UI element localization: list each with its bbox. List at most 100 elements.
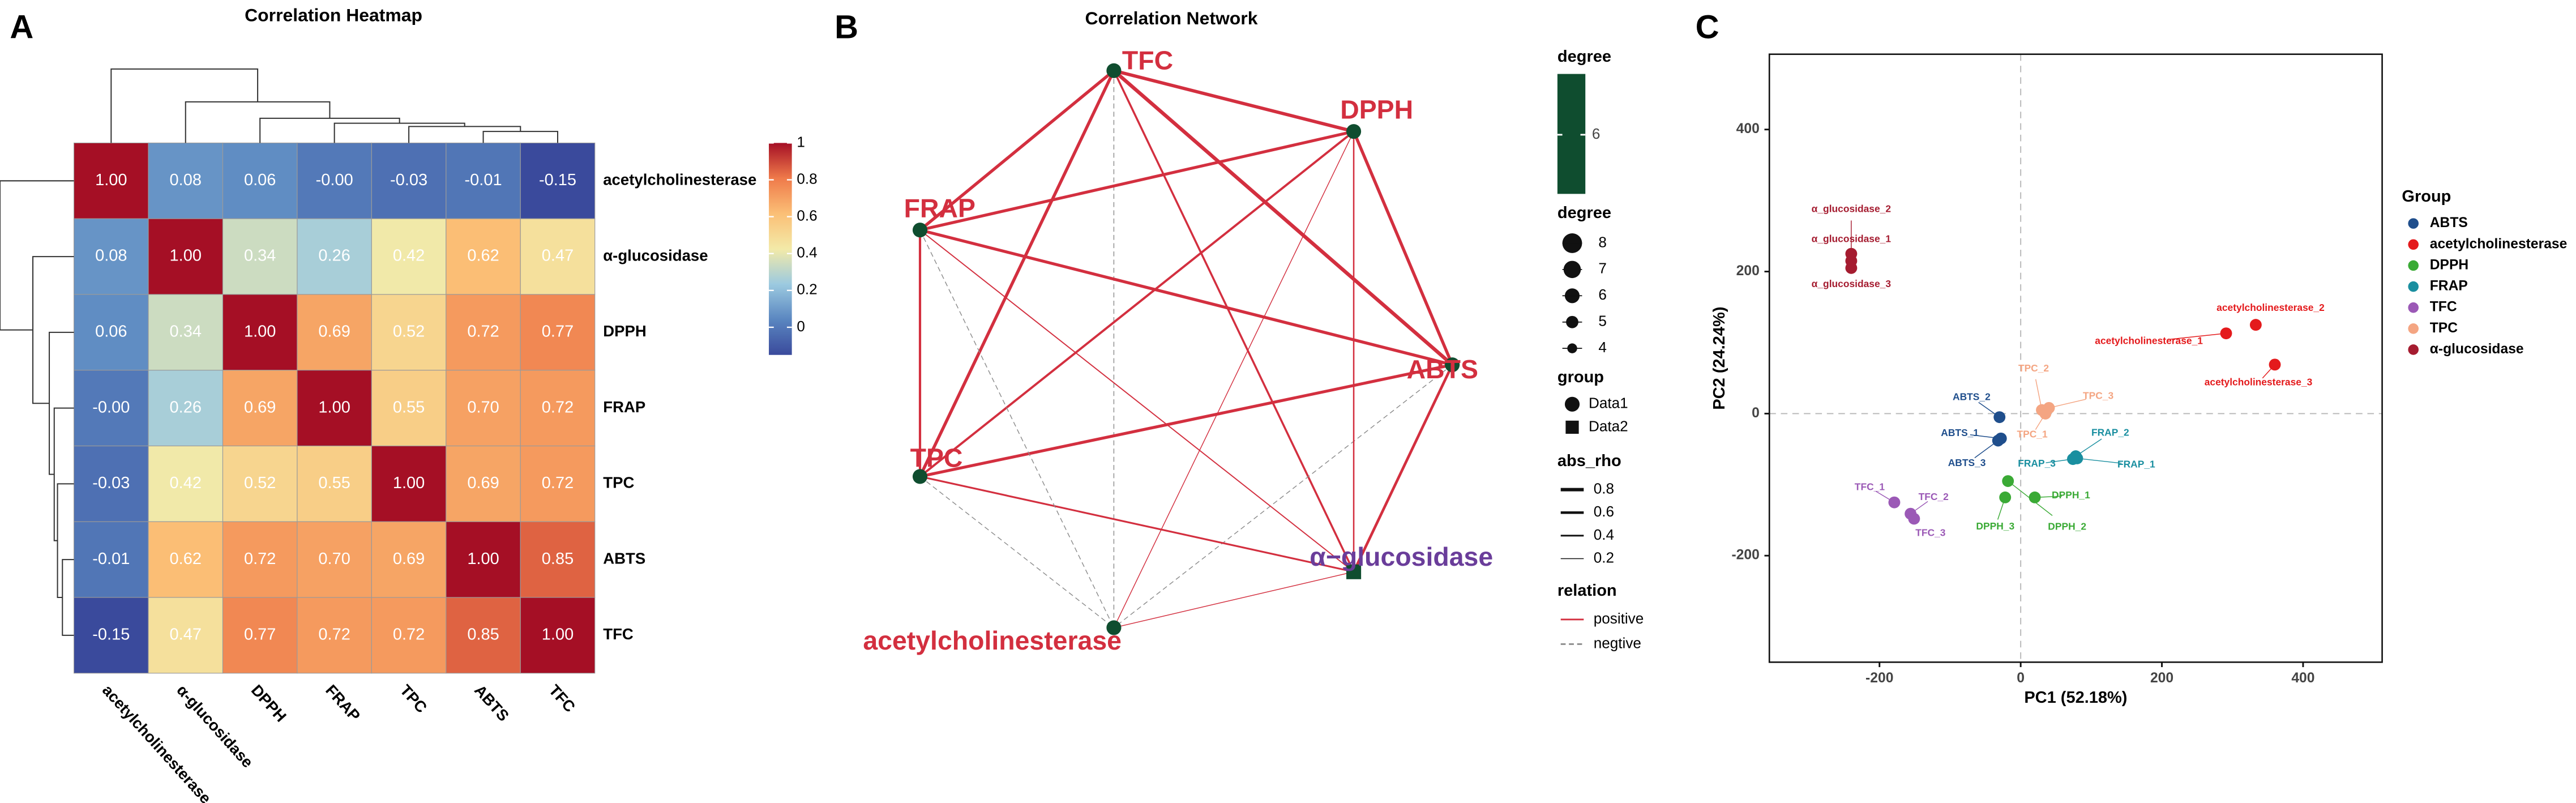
colorbar-label: 0	[797, 318, 805, 335]
edge	[1352, 131, 1454, 366]
cell-label: 0.69	[467, 474, 499, 492]
cell-label: 0.52	[393, 323, 425, 341]
cell-label: 0.69	[318, 323, 350, 341]
chart-title: Correlation Network	[1085, 8, 1257, 28]
heatmap-cell	[222, 597, 298, 674]
cell-label: 0.72	[244, 550, 276, 568]
cell-label: 0.77	[542, 323, 574, 341]
legend-label: 0.6	[1594, 503, 1614, 520]
point-label: α_glucosidase_2	[1812, 203, 1891, 214]
panel-letter: B	[835, 9, 858, 46]
heatmap-cell	[297, 597, 372, 674]
legend-label: 0.8	[1594, 480, 1614, 497]
edge	[1112, 69, 1454, 366]
y-tick-label: 0	[1752, 405, 1760, 421]
point-label: DPPH_3	[1976, 520, 2014, 532]
cell-label: 1.00	[244, 323, 276, 341]
legend-label: acetylcholinesterase	[2430, 236, 2568, 251]
column-label: TFC	[546, 681, 579, 716]
cell-label: 0.70	[318, 550, 350, 568]
node	[1346, 564, 1362, 579]
point	[1999, 491, 2012, 503]
heatmap-cell	[520, 218, 596, 295]
heatmap-cell	[520, 445, 596, 522]
cell-label: 1.00	[318, 398, 350, 416]
colorbar	[769, 143, 792, 355]
point-label: DPPH_2	[2048, 520, 2086, 532]
heatmap-cell	[371, 597, 447, 674]
cell-label: 0.85	[542, 550, 574, 568]
cell-label: 0.26	[318, 247, 350, 265]
cell-label: 1.00	[467, 550, 499, 568]
cell-label: -0.01	[92, 550, 130, 568]
point	[1908, 512, 1920, 525]
cell-label: 0.34	[244, 247, 276, 265]
heatmap-cell	[371, 218, 447, 295]
row-label: FRAP	[603, 398, 645, 416]
dendrogram	[62, 559, 74, 636]
label-leader	[2168, 332, 2227, 340]
cell-label: -0.03	[92, 474, 130, 492]
cell-label: 1.00	[170, 247, 202, 265]
cell-label: 0.69	[244, 398, 276, 416]
edge	[919, 229, 1354, 573]
legend-label: DPPH	[2430, 257, 2469, 272]
node-label: acetylcholinesterase	[863, 626, 1122, 655]
point-label: acetylcholinesterase_2	[2216, 302, 2325, 313]
y-axis-label: PC2 (24.24%)	[1710, 306, 1728, 409]
chart-title: Correlation Heatmap	[245, 5, 422, 25]
colorbar-label: 1	[797, 133, 805, 150]
edge	[1112, 70, 1355, 573]
point-label: TFC_1	[1855, 481, 1885, 493]
point	[1845, 247, 1858, 260]
cell-label: 0.26	[170, 398, 202, 416]
legend-title: degree	[1557, 204, 1611, 222]
heatmap-cell	[222, 218, 298, 295]
column-label: FRAP	[322, 681, 363, 724]
heatmap-cell	[148, 294, 224, 371]
node-label: FRAP	[904, 194, 975, 223]
point-label: α_glucosidase_3	[1812, 278, 1892, 289]
x-tick-label: 400	[2291, 670, 2314, 686]
node-label: TFC	[1122, 46, 1173, 75]
point-label: TFC_2	[1919, 491, 1949, 502]
cell-label: -0.03	[390, 171, 427, 189]
cell-label: 0.72	[542, 474, 574, 492]
cell-label: 0.69	[393, 550, 425, 568]
point-label: ABTS_2	[1953, 391, 1991, 402]
x-axis-label: PC1 (52.18%)	[2024, 689, 2127, 707]
point	[2029, 491, 2041, 503]
heatmap-cell	[74, 521, 149, 598]
heatmap-cell	[222, 521, 298, 598]
legend-marker	[2408, 260, 2419, 271]
heatmap-cell	[222, 294, 298, 371]
heatmap-cell	[74, 445, 149, 522]
cell-label: 0.52	[244, 474, 276, 492]
heatmap-cell	[222, 445, 298, 522]
edge	[919, 475, 1354, 573]
edge	[919, 130, 1355, 477]
column-label: TPC	[397, 681, 431, 716]
point	[1888, 496, 1901, 509]
cell-label: 0.42	[170, 474, 202, 492]
dendrogram	[0, 180, 74, 331]
heatmap-cell	[520, 597, 596, 674]
point-label: TPC_2	[2018, 362, 2049, 374]
point-label: acetylcholinesterase_1	[2095, 335, 2203, 347]
row-label: ABTS	[603, 549, 645, 567]
cell-label: 0.34	[170, 323, 202, 341]
edge	[919, 69, 1115, 232]
edge	[919, 228, 1453, 366]
plot-frame	[1768, 53, 2383, 663]
edge	[919, 363, 1453, 479]
node-label: DPPH	[1340, 95, 1413, 125]
heatmap-cell	[446, 597, 521, 674]
heatmap-cell	[446, 142, 521, 219]
heatmap-cell	[520, 521, 596, 598]
y-tick-label: 200	[1736, 263, 1760, 279]
point-label: TPC_3	[2083, 390, 2113, 402]
heatmap-cell	[74, 142, 149, 219]
legend-label: α-glucosidase	[2430, 341, 2524, 357]
row-label: α-glucosidase	[603, 246, 708, 264]
x-tick-label: -200	[1865, 670, 1893, 686]
